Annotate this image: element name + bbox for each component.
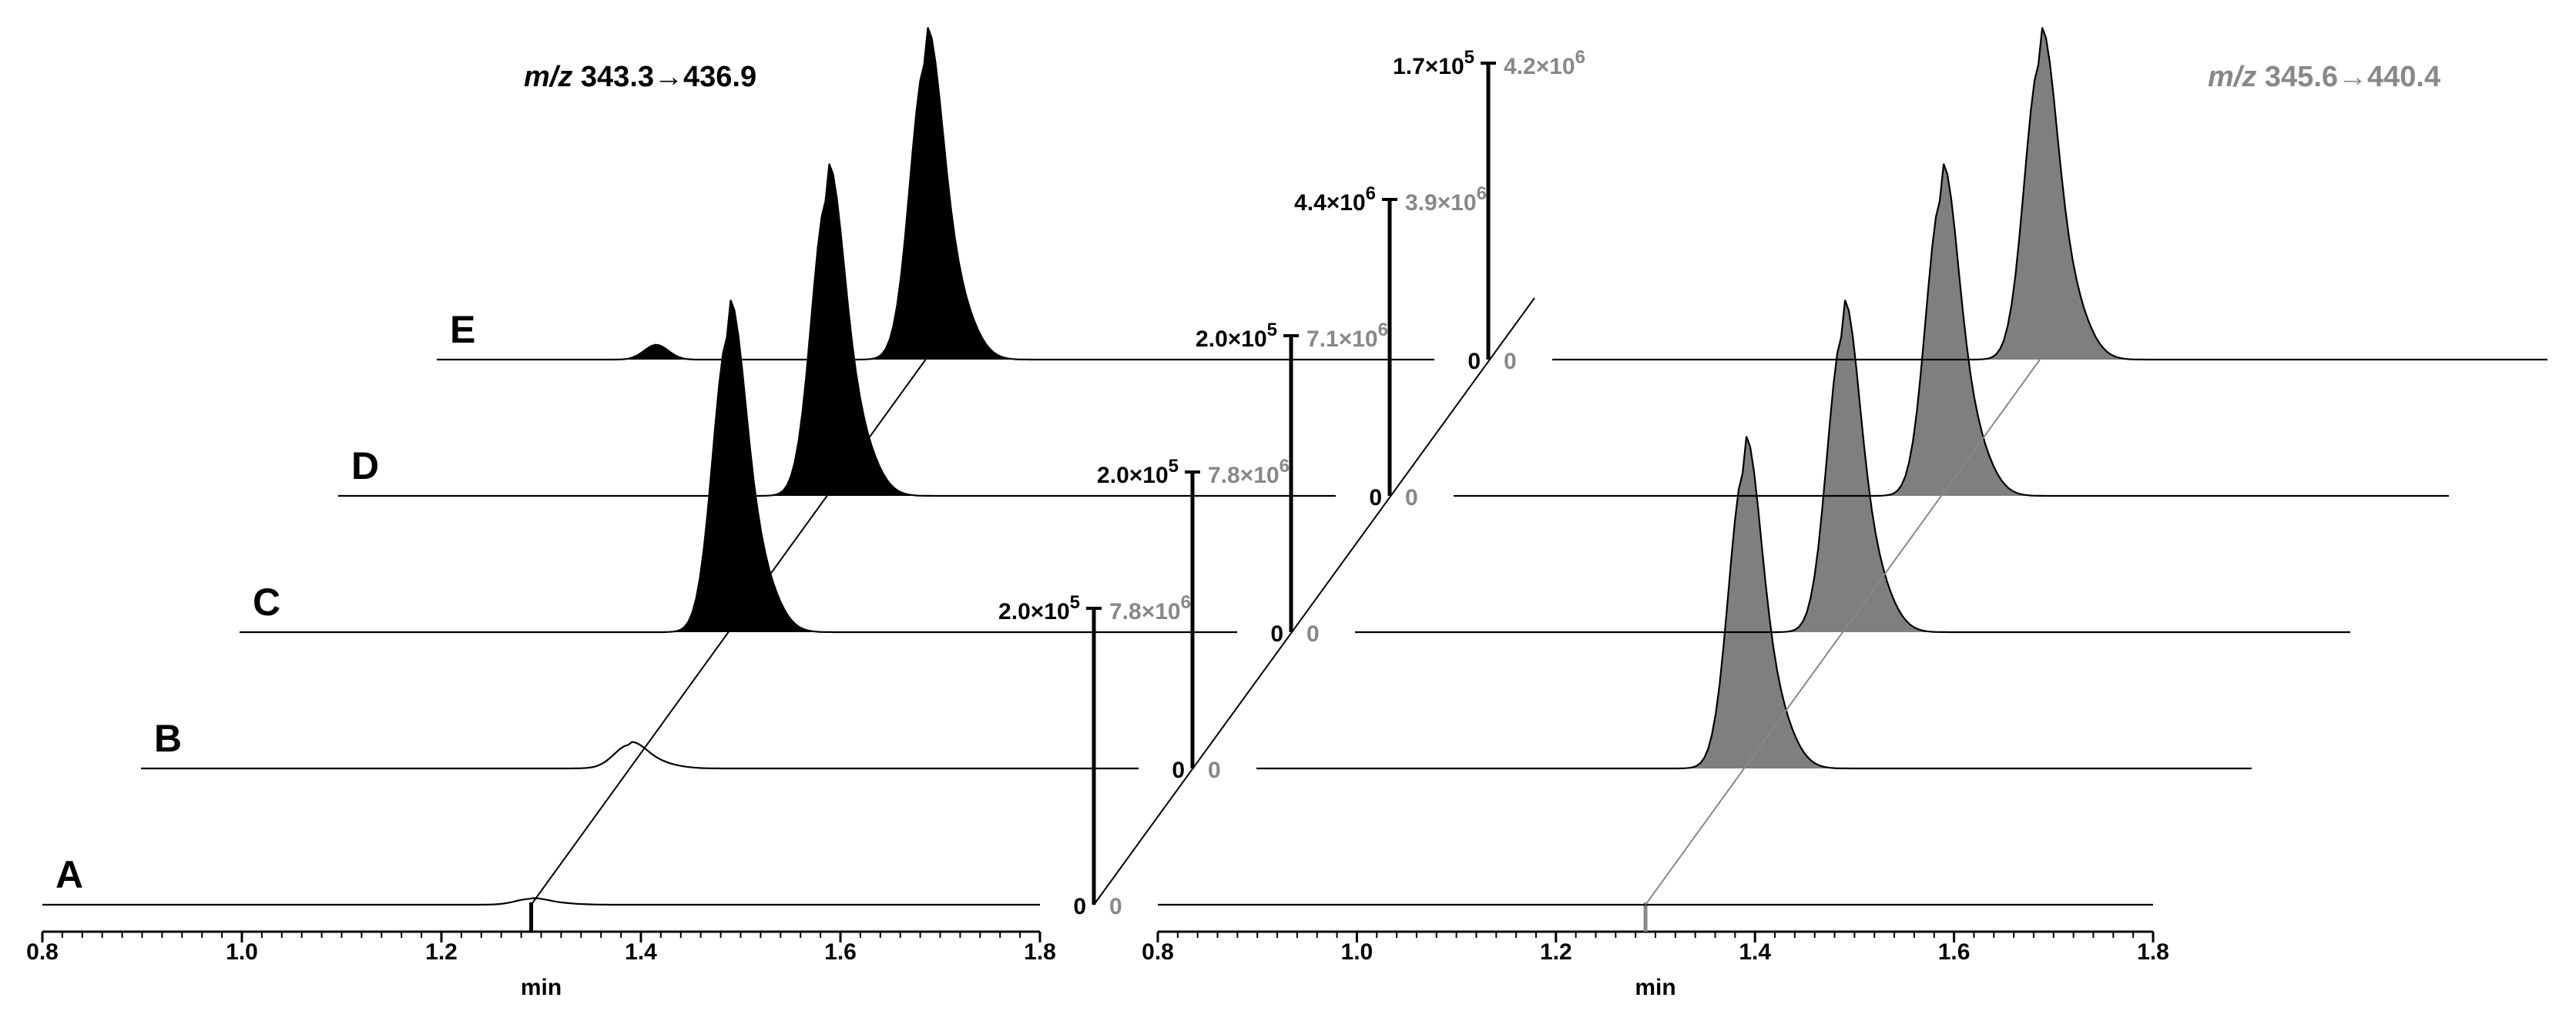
zero-label-right: 0 (1405, 485, 1418, 510)
x-tick-label: 1.0 (226, 939, 258, 965)
peak-fill-d (338, 163, 1336, 496)
zero-label-left: 0 (1369, 485, 1382, 510)
ymax-label-left: 4.4×106 (1294, 183, 1376, 216)
retention-guide-line (1645, 359, 2041, 906)
ymax-label-right: 7.8×106 (1208, 456, 1290, 488)
row-label-b: B (154, 717, 182, 760)
trace-d (1454, 163, 2449, 497)
zero-label-left: 0 (1467, 349, 1481, 374)
zero-guide-line (1093, 297, 1535, 906)
retention-guide-line (530, 359, 927, 906)
ymax-label-right: 4.2×106 (1504, 47, 1585, 79)
zero-label-right: 0 (1306, 621, 1320, 647)
zero-label-right: 0 (1504, 349, 1517, 374)
ymax-label-left: 2.0×105 (1196, 320, 1277, 352)
zero-label-left: 0 (1172, 758, 1185, 783)
trace-e (437, 27, 1434, 361)
ymax-label-right: 3.9×106 (1405, 183, 1487, 216)
trace-a (42, 897, 1040, 906)
peak-fill-d (1454, 163, 2449, 496)
trace-d (338, 163, 1336, 497)
x-tick-label: 1.8 (1024, 939, 1056, 965)
x-tick-label: 0.8 (1142, 939, 1174, 965)
ymax-label-left: 2.0×105 (998, 592, 1080, 624)
x-tick-label: 1.6 (824, 939, 857, 965)
zero-label-left: 0 (1073, 894, 1086, 919)
row-label-a: A (55, 853, 83, 896)
x-axis-label: min (521, 975, 562, 1000)
panel-title-right: m/z 345.6→440.4 (2208, 61, 2440, 93)
peak-fill-c (240, 300, 1237, 632)
ymax-label-right: 7.1×106 (1306, 320, 1388, 352)
peak-fill-e (437, 27, 1434, 360)
x-tick-label: 1.4 (1739, 939, 1771, 965)
ymax-label-left: 1.7×105 (1393, 47, 1474, 79)
x-tick-label: 1.4 (625, 939, 657, 965)
x-axis-label: min (1635, 975, 1675, 1000)
trace-c (1355, 300, 2350, 634)
trace-b (1256, 436, 2252, 770)
row-label-d: D (351, 444, 379, 487)
panel-title-left: m/z 343.3→436.9 (524, 61, 756, 93)
ymax-label-right: 7.8×106 (1109, 592, 1191, 624)
trace-e (1552, 27, 2547, 361)
peak-fill-e (1552, 27, 2547, 360)
x-tick-label: 1.0 (1341, 939, 1374, 965)
peak-fill-b (1256, 436, 2252, 768)
x-tick-label: 1.2 (1540, 939, 1572, 965)
x-tick-label: 1.6 (1938, 939, 1971, 965)
trace-c (240, 300, 1237, 634)
x-tick-label: 1.8 (2137, 939, 2169, 965)
row-label-e: E (450, 308, 475, 351)
zero-label-right: 0 (1208, 758, 1221, 783)
zero-label-left: 0 (1270, 621, 1283, 647)
row-label-c: C (253, 581, 280, 624)
zero-label-right: 0 (1109, 894, 1122, 919)
ymax-label-left: 2.0×105 (1097, 456, 1179, 488)
peak-fill-c (1355, 300, 2350, 632)
x-tick-label: 1.2 (425, 939, 458, 965)
x-tick-label: 0.8 (26, 939, 59, 965)
trace-b (141, 741, 1139, 770)
